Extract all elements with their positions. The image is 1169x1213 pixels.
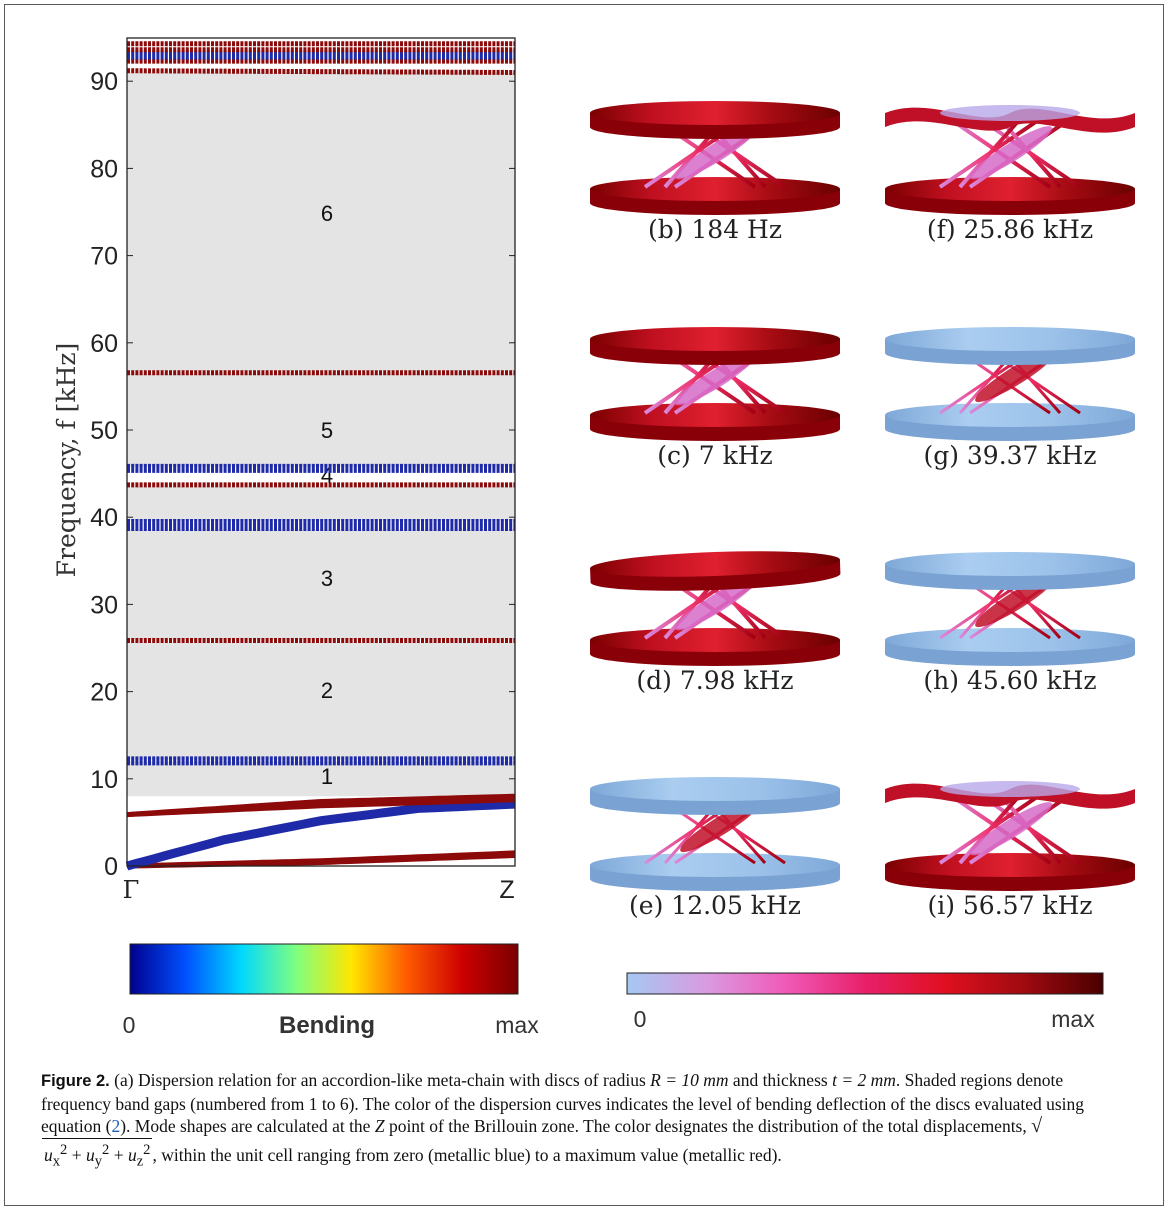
band-gap-3 [127,529,515,640]
y-axis-label: Frequency, f [kHz] [52,343,81,578]
mode-shape-label: (f) 25.86 kHz [927,215,1093,244]
bottom-disc [885,177,1135,201]
caption-text-4: ). Mode shapes are calculated at the [120,1116,371,1136]
band-gap-5 [127,373,515,467]
strut-bend [675,352,758,406]
top-disc-highlight [940,781,1080,797]
mode-shape-label: (g) 39.37 kHz [923,441,1096,470]
mode-shape-illustration: (b) 184 Hz [590,101,840,244]
caption-text-3: . Shaded regions denote frequency band g… [41,1070,1085,1136]
displacement-colorbar [626,972,1104,995]
bottom-disc [885,853,1135,877]
mode-shape-label: (e) 12.05 kHz [629,891,801,920]
band-gap-4 [127,486,515,521]
mode-shape-illustration: (h) 45.60 kHz [885,552,1135,695]
bottom-disc [885,403,1135,427]
y-tick-label: 20 [90,679,118,707]
top-disc [590,777,840,801]
dispersion-curve [126,793,516,818]
equation-reference-link[interactable]: 2 [111,1116,121,1136]
y-tick-label: 70 [90,243,118,271]
x-tick-label-z: Z [499,876,514,904]
caption-text-6: , within the unit cell ranging from zero… [152,1144,782,1165]
mode-shape-illustration: (f) 25.86 kHz [885,105,1135,244]
caption-text-1: (a) Dispersion relation for an accordion… [114,1070,646,1090]
x-tick-label-gamma: Γ [123,876,140,904]
top-disc [590,551,840,577]
mode-shape-illustration: (i) 56.57 kHz [885,781,1135,920]
mode-shape-illustration: (g) 39.37 kHz [885,327,1135,470]
band-gap-6 [127,72,515,371]
strut [958,793,1022,865]
top-disc [885,552,1135,576]
y-tick-label: 30 [90,591,118,619]
figure-caption: Figure 2. (a) Dispersion relation for an… [41,1069,1136,1193]
caption-sqrt-expression: ux2 + uy2 + uz2 [42,1137,153,1173]
plot-frame [126,37,516,867]
bottom-disc [885,628,1135,652]
top-disc [885,327,1135,351]
displacement-colorbar-max-label: max [1051,1006,1095,1032]
top-disc [590,101,840,125]
caption-thickness: t = 2 mm [832,1070,896,1090]
strut-bend [675,577,758,631]
bottom-disc [590,403,840,427]
mode-shape-illustration: (d) 7.98 kHz [590,551,841,695]
mode-shape-label: (d) 7.98 kHz [636,666,793,695]
bending-colorbar [129,943,519,995]
y-tick-label: 60 [90,330,118,358]
displacement-colorbar-min-label: 0 [634,1006,647,1032]
sqrt-radical-icon: √ [1031,1115,1043,1137]
caption-text-2: and thickness [732,1070,828,1090]
strut-bend [970,802,1053,856]
bottom-disc [590,177,840,201]
y-tick-label: 0 [104,853,118,881]
bending-colorbar-min-label: 0 [123,1012,136,1038]
figure-panel: 1 2 3 4 5 6 0 10 20 30 40 50 60 70 80 90 Frequency, f [k… [4,4,1164,1206]
y-tick-label: 90 [90,68,118,96]
caption-text-5: point of the Brillouin zone. The color d… [388,1116,1027,1136]
bottom-disc [590,628,840,652]
band-gap-label: 6 [321,201,333,226]
band-gap-label: 2 [321,678,333,703]
y-tick-label: 50 [90,417,118,445]
mode-shape-illustration: (c) 7 kHz [590,327,840,470]
caption-label: Figure 2. [41,1072,110,1090]
strut [958,117,1022,189]
strut-bend [675,126,758,180]
bending-colorbar-title: Bending [279,1012,375,1039]
mode-shape-label: (i) 56.57 kHz [927,891,1092,920]
band-gap-label: 3 [321,566,333,591]
band-gap-label: 1 [321,764,333,789]
mode-shape-label: (b) 184 Hz [648,215,782,244]
strut-bend [970,126,1053,180]
y-tick-label: 80 [90,155,118,183]
y-tick-label: 40 [90,504,118,532]
mode-shape-label: (c) 7 kHz [657,441,772,470]
dispersion-curve [125,799,516,871]
mode-shape-label: (h) 45.60 kHz [923,666,1096,695]
caption-point: Z [374,1116,385,1136]
bottom-disc [590,853,840,877]
bending-colorbar-max-label: max [495,1012,539,1038]
top-disc-highlight [940,105,1080,121]
dispersion-curve [126,68,516,75]
band-gap-1 [127,761,515,797]
dispersion-curve [126,850,516,869]
y-tick-label: 10 [90,766,118,794]
top-disc [590,327,840,351]
mode-shape-illustration: (e) 12.05 kHz [590,777,840,920]
band-gap-label: 5 [321,418,333,443]
caption-radius: R = 10 mm [650,1070,729,1090]
band-gap-2 [127,642,515,760]
